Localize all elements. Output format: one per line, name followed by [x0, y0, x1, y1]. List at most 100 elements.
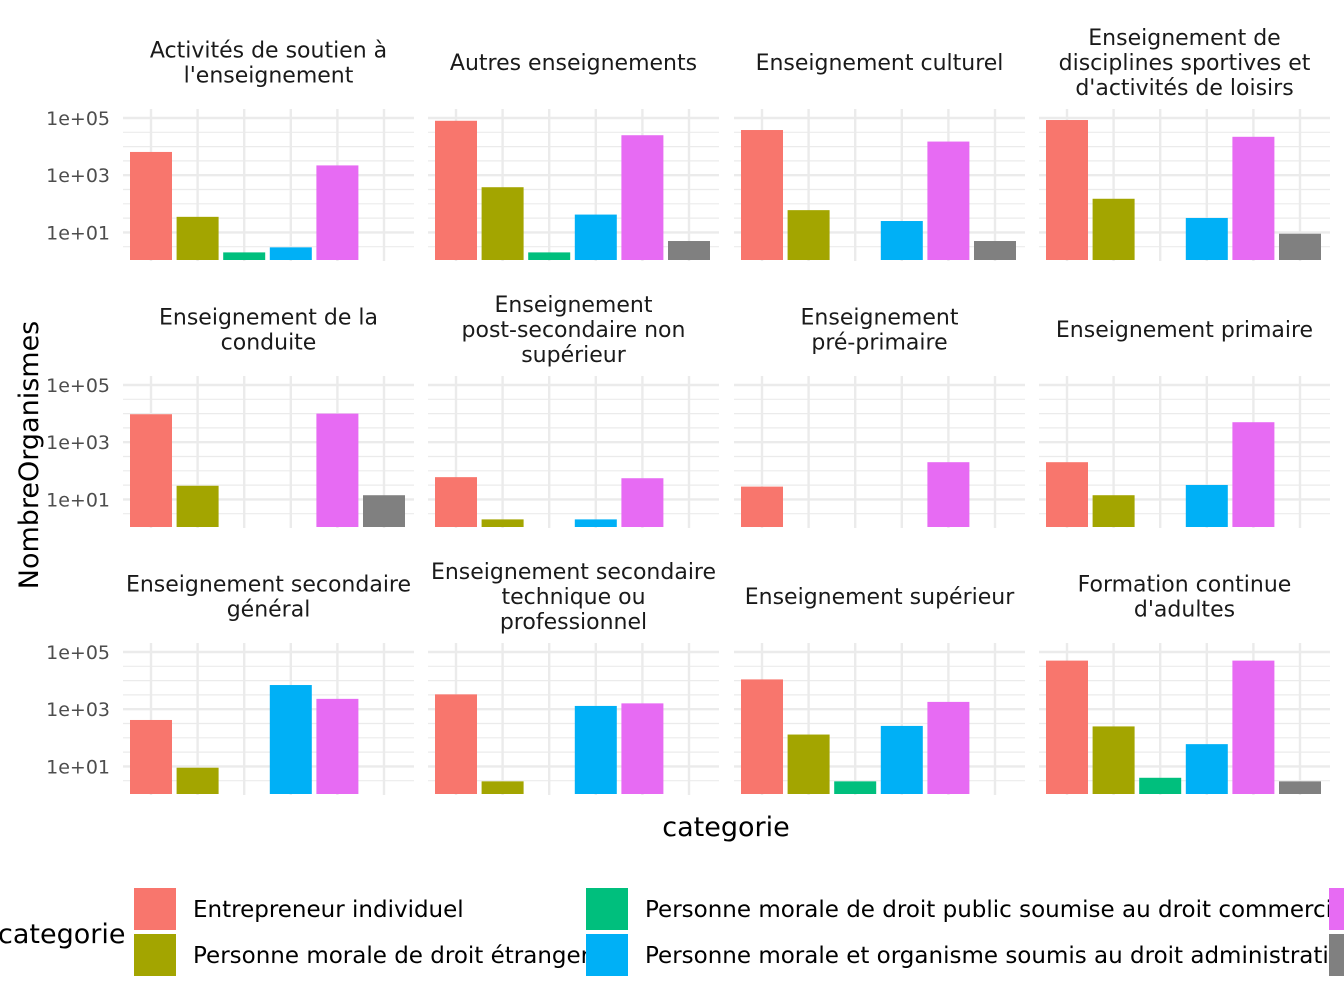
bar	[363, 495, 405, 527]
bar	[1092, 495, 1135, 527]
bar	[130, 719, 172, 794]
facet-title: Enseignement	[801, 306, 959, 331]
legend-key	[134, 888, 176, 930]
facet-title: Formation continue	[1078, 573, 1292, 598]
legend-item: Personne morale et organisme soumis au d…	[586, 934, 1338, 976]
facet-title: conduite	[221, 331, 317, 356]
bar	[668, 241, 710, 260]
y-tick-label: 1e+01	[46, 222, 110, 244]
bar	[1092, 198, 1135, 260]
legend-item	[1329, 934, 1344, 976]
y-tick-label: 1e+03	[46, 432, 110, 454]
bar	[574, 705, 617, 794]
bar	[1046, 660, 1088, 794]
legend-key	[586, 934, 628, 976]
legend-item	[1329, 888, 1344, 930]
legend-key	[1329, 934, 1344, 976]
facet-title: Enseignement secondaire	[431, 560, 716, 585]
bar	[974, 241, 1016, 260]
bar	[481, 519, 524, 527]
y-tick-label: 1e+03	[46, 699, 110, 721]
bar	[435, 694, 477, 794]
facet-title: Enseignement culturel	[756, 51, 1004, 76]
bar	[1046, 120, 1088, 260]
bar	[1185, 484, 1228, 527]
facet-panel: Enseignement primaire	[1039, 318, 1330, 528]
bar	[481, 187, 524, 260]
bar	[1232, 660, 1275, 794]
bar	[834, 781, 877, 794]
bar	[880, 725, 923, 794]
x-axis-title: categorie	[662, 812, 789, 843]
bar	[130, 151, 172, 260]
bar	[621, 478, 664, 527]
facet-title: l'enseignement	[184, 64, 354, 89]
bar	[316, 165, 359, 260]
facet-title: Enseignement de la	[159, 306, 378, 331]
bar	[741, 486, 783, 527]
y-tick-label: 1e+05	[46, 108, 110, 130]
facet-title: disciplines sportives et	[1059, 51, 1311, 76]
facet-title: Enseignement secondaire	[126, 573, 411, 598]
bar	[1185, 744, 1228, 794]
bar	[223, 252, 266, 260]
facet-title: général	[227, 598, 311, 623]
facet-title: Enseignement supérieur	[745, 585, 1015, 610]
legend-item: Entrepreneur individuel	[134, 888, 464, 930]
y-axis-title: NombreOrganismes	[14, 321, 45, 590]
bar	[435, 120, 477, 260]
facet-title: Activités de soutien à	[150, 39, 387, 64]
bar	[1139, 777, 1182, 794]
bar	[574, 214, 617, 260]
bar	[787, 210, 830, 260]
bar	[176, 216, 219, 260]
y-tick-label: 1e+03	[46, 165, 110, 187]
y-tick-label: 1e+05	[46, 375, 110, 397]
legend-label: Personne morale de droit étranger	[193, 943, 591, 969]
legend-key	[586, 888, 628, 930]
y-tick-label: 1e+05	[46, 642, 110, 664]
facet-title: pré-primaire	[811, 331, 947, 356]
bar	[1185, 217, 1228, 260]
facet-panel: Autres enseignements	[428, 51, 719, 261]
facet-title: Enseignement	[495, 293, 653, 318]
bar	[130, 414, 172, 527]
legend-key	[1329, 888, 1344, 930]
facet-panel: Enseignement supérieur	[734, 585, 1025, 795]
bar	[741, 130, 783, 260]
legend-item: Personne morale de droit étranger	[134, 934, 591, 976]
bar	[528, 252, 571, 260]
legend-label: Personne morale et organisme soumis au d…	[645, 943, 1338, 969]
bar	[927, 141, 970, 260]
facet-title: d'adultes	[1134, 598, 1235, 623]
legend-key	[134, 934, 176, 976]
bar	[927, 462, 970, 527]
facet-panel: Enseignement culturel	[734, 51, 1025, 261]
facet-title: d'activités de loisirs	[1075, 76, 1293, 101]
bar	[269, 247, 312, 260]
facet-panel: Activités de soutien àl'enseignement 1e+0…	[46, 39, 414, 261]
bar	[787, 734, 830, 794]
facet-title: technique ou	[501, 585, 645, 610]
bar	[1279, 233, 1321, 260]
bar	[481, 781, 524, 794]
grid	[734, 376, 1025, 528]
bar	[621, 135, 664, 260]
legend-item: Personne morale de droit public soumise …	[586, 888, 1344, 930]
bar	[176, 485, 219, 527]
bar	[574, 519, 617, 527]
bar	[927, 701, 970, 794]
facet-panels: Activités de soutien àl'enseignement 1e+0…	[46, 26, 1330, 795]
legend: categorie Entrepreneur individuel Personn…	[0, 888, 1344, 976]
bar	[1232, 422, 1275, 527]
facet-title: Enseignement primaire	[1056, 318, 1313, 343]
bar	[176, 767, 219, 794]
bar	[1279, 781, 1321, 794]
